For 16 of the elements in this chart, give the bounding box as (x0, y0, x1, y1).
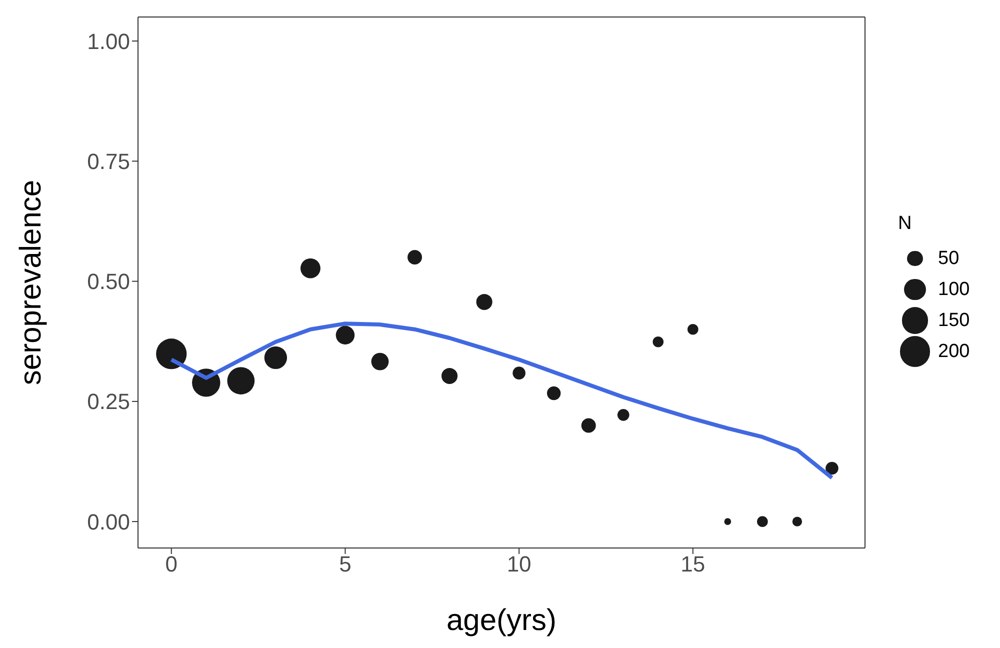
legend-label: 200 (938, 340, 970, 362)
x-tick-label: 5 (339, 552, 352, 577)
legend-label: 150 (938, 310, 970, 332)
y-tick-label: 0.00 (87, 509, 130, 534)
y-axis-title: seroprevalence (14, 180, 48, 386)
y-tick-label: 0.75 (87, 148, 130, 174)
legend-title: N (898, 213, 913, 235)
y-tick-label: 0.50 (87, 269, 130, 294)
legend-label: 100 (938, 278, 970, 300)
y-tick-label: 0.25 (87, 389, 130, 414)
x-axis-title: age(yrs) (446, 604, 557, 637)
x-tick-label: 15 (680, 552, 706, 577)
x-tick-label: 0 (165, 552, 178, 577)
y-tick-label: 1.00 (87, 28, 130, 54)
x-tick-label: 10 (506, 552, 532, 577)
legend-label: 50 (938, 248, 960, 270)
